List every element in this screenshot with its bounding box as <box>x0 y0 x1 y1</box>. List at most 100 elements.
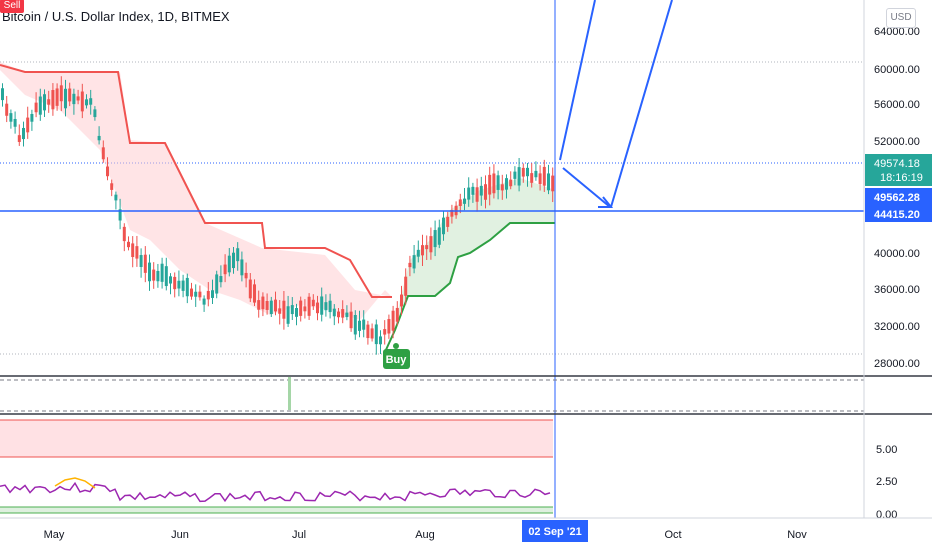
candle-body <box>437 227 441 245</box>
candle-body <box>450 210 454 217</box>
projection-line-up[interactable] <box>559 0 596 161</box>
candle-body <box>152 269 156 281</box>
chart-title: Bitcoin / U.S. Dollar Index, 1D, BITMEX <box>2 9 230 24</box>
candle-body <box>349 311 353 329</box>
candle-body <box>387 319 391 334</box>
candle-body <box>324 302 328 311</box>
candle-body <box>72 93 76 105</box>
candle-body <box>282 300 286 319</box>
candle-body <box>177 280 181 289</box>
candle-body <box>337 311 340 318</box>
candle-body <box>85 99 88 106</box>
candle-body <box>366 324 370 339</box>
candle-body <box>467 187 471 200</box>
candle-body <box>219 276 223 283</box>
candle-body <box>13 118 17 127</box>
candle-body <box>299 300 303 316</box>
candle-body <box>139 255 143 268</box>
price-tick: 32000.00 <box>874 321 920 333</box>
candle-body <box>362 319 366 330</box>
candle-body <box>211 290 214 298</box>
indicator-tick: 5.00 <box>876 444 897 456</box>
candle-body <box>93 109 97 118</box>
currency-button[interactable]: USD <box>886 8 916 28</box>
projection-line-rebound[interactable] <box>610 0 673 208</box>
time-label: May <box>44 529 65 541</box>
candle-body <box>311 299 315 307</box>
buy-signal-label: Buy <box>386 354 408 366</box>
candle-body <box>379 336 382 345</box>
candle-body <box>64 88 67 109</box>
time-axis[interactable]: May Jun Jul Aug Oct Nov <box>44 529 808 541</box>
candle-body <box>51 90 55 110</box>
candle-body <box>374 324 378 345</box>
candle-body <box>185 277 189 297</box>
candle-body <box>47 99 51 105</box>
candle-body <box>236 248 240 262</box>
volume-spike <box>288 377 291 410</box>
price-tick: 64000.00 <box>874 26 920 38</box>
candle-body <box>173 276 177 290</box>
candle-body <box>34 102 38 113</box>
candle-body <box>307 296 311 316</box>
candle-body <box>114 194 118 201</box>
candle-body <box>248 279 252 299</box>
candle-body <box>5 103 9 116</box>
candle-body <box>500 184 504 191</box>
candle-body <box>26 117 30 133</box>
candle-body <box>488 174 492 195</box>
candle-body <box>55 88 59 106</box>
candle-body <box>227 255 231 273</box>
candle-body <box>122 226 126 242</box>
candle-body <box>97 135 101 141</box>
candle-body <box>316 302 319 314</box>
candle-body <box>463 198 466 204</box>
candle-body <box>408 262 412 268</box>
candle-body <box>509 179 513 187</box>
crosshair-date-label-bg <box>522 520 588 542</box>
candle-body <box>433 230 437 248</box>
oscillator-overbought-zone <box>0 420 553 457</box>
candle-body <box>202 298 206 305</box>
indicator-tick: 2.50 <box>876 476 897 488</box>
candle-body <box>290 305 294 315</box>
candle-body <box>118 209 122 221</box>
oscillator-highlight <box>54 477 96 489</box>
price-axis[interactable]: 64000.00 60000.00 56000.00 52000.00 4000… <box>874 26 920 370</box>
candle-body <box>106 166 109 177</box>
candle-body <box>303 306 307 312</box>
oscillator-oversold-zone <box>0 507 553 513</box>
candle-body <box>475 187 479 202</box>
sell-signal-badge: Sell <box>0 0 24 13</box>
candle-body <box>391 310 395 331</box>
candle-body <box>59 85 63 102</box>
candle-body <box>534 170 538 178</box>
candle-body <box>400 294 403 307</box>
price-tick: 40000.00 <box>874 248 920 260</box>
time-label: Nov <box>787 529 807 541</box>
candle-body <box>341 309 345 318</box>
candle-body <box>416 249 420 257</box>
candle-body <box>261 296 265 310</box>
candle-body <box>232 252 235 269</box>
candle-body <box>404 276 408 296</box>
candle-body <box>370 328 374 339</box>
candle-body <box>505 178 508 190</box>
candle-body <box>265 301 269 310</box>
candle-body <box>30 113 34 122</box>
price-tick: 28000.00 <box>874 358 920 370</box>
candle-body <box>43 94 46 111</box>
indicator-tick: 0.00 <box>876 509 897 521</box>
candle-body <box>471 186 475 195</box>
time-label: Aug <box>415 529 435 541</box>
last-price-label: 49574.18 <box>874 158 920 170</box>
candle-body <box>190 288 193 297</box>
projection-line-down[interactable] <box>562 167 611 208</box>
candle-body <box>286 306 290 324</box>
candle-body <box>143 254 147 273</box>
last-price-label-bg <box>865 154 932 186</box>
crosshair-price-label: 49562.28 <box>874 192 920 204</box>
time-label: Oct <box>664 529 681 541</box>
candle-body <box>169 276 172 284</box>
